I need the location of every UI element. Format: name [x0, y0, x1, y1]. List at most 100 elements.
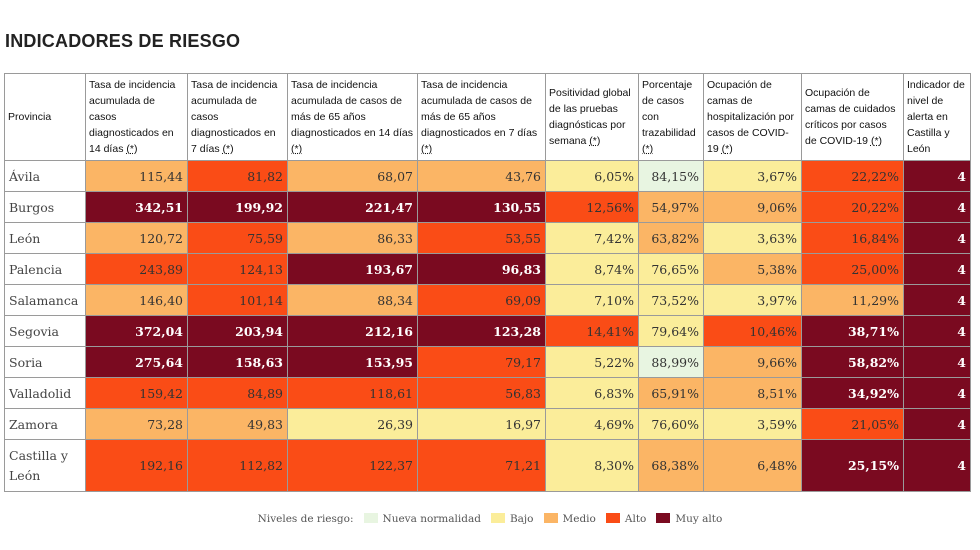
legend-label: Medio — [562, 513, 596, 525]
value-cell: 16,97 — [417, 408, 546, 440]
value-cell: 10,46% — [703, 315, 802, 347]
value-cell: 101,14 — [187, 284, 288, 316]
legend-swatch — [605, 513, 620, 523]
page-title: INDICADORES DE RIESGO — [5, 31, 241, 51]
value-cell: 79,64% — [638, 315, 704, 347]
table-row: Segovia 372,04 203,94 212,16 123,28 14,41% 79,… — [4, 315, 971, 347]
value-cell: 199,92 — [187, 191, 288, 223]
column-header-label: Tasa de incidencia acumulada de casos de… — [421, 79, 538, 139]
value-cell: 68,07 — [287, 160, 418, 192]
value-cell: 5,38% — [703, 253, 802, 285]
column-header: Tasa de incidencia acumulada de casos di… — [85, 73, 188, 161]
column-header: Tasa de incidencia acumulada de casos de… — [417, 73, 546, 161]
value-cell: 69,09 — [417, 284, 546, 316]
column-header: Ocupación de camas de hospitalización po… — [703, 73, 802, 161]
value-cell: 14,41% — [545, 315, 639, 347]
column-header-note[interactable]: (*) — [222, 143, 234, 155]
column-header-note[interactable]: (*) — [642, 143, 654, 155]
value-cell: 4 — [903, 346, 971, 378]
value-cell: 115,44 — [85, 160, 188, 192]
column-header: Tasa de incidencia acumulada de casos de… — [287, 73, 418, 161]
value-cell: 158,63 — [187, 346, 288, 378]
column-header-label: Porcentaje de casos con trazabilidad — [642, 79, 696, 139]
province-cell: Burgos — [4, 191, 86, 223]
province-cell: León — [4, 222, 86, 254]
value-cell: 84,89 — [187, 377, 288, 409]
column-header-note[interactable]: (*) — [870, 135, 883, 147]
value-cell: 7,10% — [545, 284, 639, 316]
header-row: Provincia Tasa de incidencia acumulada de… — [4, 73, 971, 161]
value-cell: 79,17 — [417, 346, 546, 378]
value-cell: 63,82% — [638, 222, 704, 254]
value-cell: 16,84% — [801, 222, 904, 254]
legend-label: Muy alto — [675, 513, 723, 525]
value-cell: 71,21 — [417, 439, 546, 492]
value-cell: 22,22% — [801, 160, 904, 192]
column-header-label: Tasa de incidencia acumulada de casos de… — [291, 79, 414, 139]
value-cell: 3,67% — [703, 160, 802, 192]
column-header-note[interactable]: (*) — [721, 143, 733, 155]
value-cell: 3,59% — [703, 408, 802, 440]
value-cell: 192,16 — [85, 439, 188, 492]
value-cell: 4 — [903, 408, 971, 440]
value-cell: 8,30% — [545, 439, 639, 492]
value-cell: 372,04 — [85, 315, 188, 347]
province-cell: Salamanca — [4, 284, 86, 316]
value-cell: 88,34 — [287, 284, 418, 316]
value-cell: 56,83 — [417, 377, 546, 409]
province-cell: Ávila — [4, 160, 86, 192]
table-row: Palencia 243,89 124,13 193,67 96,83 8,74% 76,6… — [4, 253, 971, 285]
table-row: León 120,72 75,59 86,33 53,55 7,42% 63,82% 3,63… — [4, 222, 971, 254]
value-cell: 3,63% — [703, 222, 802, 254]
column-header: Indicador de nivel de alerta en Castilla… — [903, 73, 971, 161]
table-row: Valladolid 159,42 84,89 118,61 56,83 6,83% 65,… — [4, 377, 971, 409]
value-cell: 342,51 — [85, 191, 188, 223]
value-cell: 76,65% — [638, 253, 704, 285]
value-cell: 212,16 — [287, 315, 418, 347]
legend: Niveles de riesgo: Nueva normalidad Bajo Me… — [0, 513, 980, 525]
value-cell: 221,47 — [287, 191, 418, 223]
value-cell: 4 — [903, 284, 971, 316]
province-cell: Palencia — [4, 253, 86, 285]
value-cell: 112,82 — [187, 439, 288, 492]
table-row: Salamanca 146,40 101,14 88,34 69,09 7,10% 73,5… — [4, 284, 971, 316]
legend-title: Niveles de riesgo: — [257, 513, 354, 525]
column-header-note[interactable]: (*) — [291, 143, 303, 155]
value-cell: 26,39 — [287, 408, 418, 440]
table-row: Castilla y León 192,16 112,82 122,37 71,21 8,… — [4, 439, 971, 492]
value-cell: 76,60% — [638, 408, 704, 440]
legend-swatch — [656, 513, 671, 523]
value-cell: 68,38% — [638, 439, 704, 492]
column-header-note[interactable]: (*) — [126, 143, 138, 155]
value-cell: 8,51% — [703, 377, 802, 409]
legend-label: Nueva normalidad — [382, 513, 481, 525]
value-cell: 12,56% — [545, 191, 639, 223]
value-cell: 86,33 — [287, 222, 418, 254]
province-cell: Castilla y León — [4, 439, 86, 492]
value-cell: 4 — [903, 253, 971, 285]
column-header-note[interactable]: (*) — [589, 135, 601, 147]
value-cell: 4 — [903, 222, 971, 254]
value-cell: 4 — [903, 315, 971, 347]
value-cell: 4 — [903, 191, 971, 223]
value-cell: 38,71% — [801, 315, 904, 347]
value-cell: 120,72 — [85, 222, 188, 254]
value-cell: 4 — [903, 377, 971, 409]
value-cell: 6,83% — [545, 377, 639, 409]
value-cell: 275,64 — [85, 346, 188, 378]
value-cell: 65,91% — [638, 377, 704, 409]
province-cell: Valladolid — [4, 377, 86, 409]
table-row: Soria 275,64 158,63 153,95 79,17 5,22% 88,99% 9… — [4, 346, 971, 378]
province-cell: Zamora — [4, 408, 86, 440]
value-cell: 130,55 — [417, 191, 546, 223]
column-header: Positividad global de las pruebas diagnó… — [545, 73, 639, 161]
province-cell: Segovia — [4, 315, 86, 347]
value-cell: 75,59 — [187, 222, 288, 254]
table-row: Ávila 115,44 81,82 68,07 43,76 6,05% 84,15% 3,6… — [4, 160, 971, 192]
value-cell: 122,37 — [287, 439, 418, 492]
value-cell: 193,67 — [287, 253, 418, 285]
value-cell: 6,05% — [545, 160, 639, 192]
legend-swatch — [363, 513, 378, 523]
value-cell: 84,15% — [638, 160, 704, 192]
column-header-note[interactable]: (*) — [421, 143, 433, 155]
